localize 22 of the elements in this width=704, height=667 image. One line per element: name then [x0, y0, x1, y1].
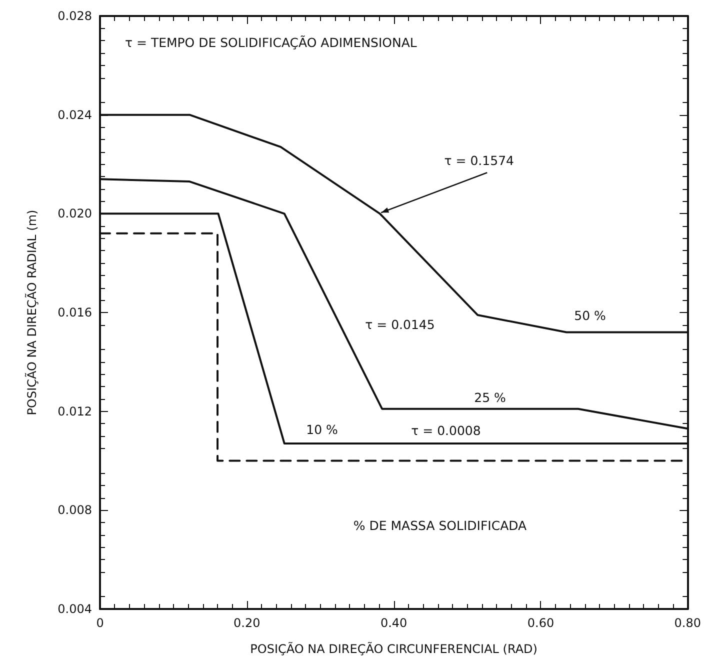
annotation: 10 % — [306, 422, 338, 437]
annotation: 50 % — [574, 308, 606, 323]
annotation: τ = 0.0145 — [365, 317, 435, 332]
x-tick-label: 0.80 — [674, 616, 701, 630]
annotation: 25 % — [474, 390, 506, 405]
annotation: % DE MASSA SOLIDIFICADA — [353, 518, 528, 533]
x-axis-title: POSIÇÃO NA DIREÇÃO CIRCUNFERENCIAL (RAD) — [250, 641, 538, 656]
y-tick-label: 0.012 — [58, 404, 92, 418]
x-tick-label: 0.20 — [234, 616, 260, 630]
x-tick-label: 0.40 — [380, 616, 408, 630]
y-tick-label: 0.020 — [58, 206, 92, 221]
y-axis-title: POSIÇÃO NA DIREÇÃO RADIAL (m) — [24, 210, 39, 416]
y-tick-label: 0.016 — [58, 306, 92, 320]
annotation: τ = 0.1574 — [444, 153, 514, 168]
y-tick-label: 0.028 — [58, 9, 92, 23]
annotation: τ = TEMPO DE SOLIDIFICAÇÃO ADIMENSIONAL — [125, 35, 417, 50]
y-tick-label: 0.004 — [58, 602, 92, 616]
y-tick-label: 0.008 — [58, 503, 92, 518]
x-tick-label: 0 — [96, 616, 104, 630]
y-tick-label: 0.024 — [58, 108, 92, 122]
annotation: τ = 0.0008 — [411, 423, 481, 438]
x-tick-label: 0.60 — [527, 616, 554, 630]
